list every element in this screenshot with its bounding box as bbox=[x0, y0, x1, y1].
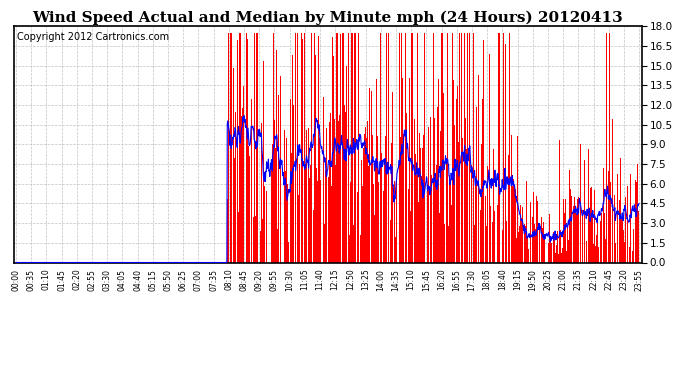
Text: Copyright 2012 Cartronics.com: Copyright 2012 Cartronics.com bbox=[17, 32, 169, 42]
Title: Wind Speed Actual and Median by Minute mph (24 Hours) 20120413: Wind Speed Actual and Median by Minute m… bbox=[32, 11, 623, 25]
